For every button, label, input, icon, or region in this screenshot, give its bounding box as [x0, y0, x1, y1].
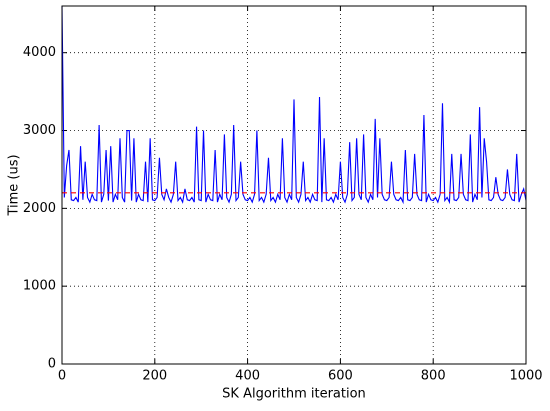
y-axis-label: Time (us) [7, 154, 22, 216]
line-series [61, 5, 527, 205]
x-tick-label: 400 [235, 369, 260, 384]
x-tick-label: 0 [58, 369, 66, 384]
y-tick-label: 3000 [23, 123, 56, 138]
plot-frame [61, 5, 527, 365]
y-tick-label: 0 [48, 357, 56, 372]
x-tick-label: 1000 [509, 369, 542, 384]
x-axis-label: SK Algorithm iteration [222, 387, 366, 402]
x-tick-label: 600 [328, 369, 353, 384]
x-tick-label: 800 [421, 369, 446, 384]
x-tick-label: 200 [142, 369, 167, 384]
y-tick-label: 1000 [23, 279, 56, 294]
y-tick-label: 4000 [23, 45, 56, 60]
y-tick-label: 2000 [23, 201, 56, 216]
